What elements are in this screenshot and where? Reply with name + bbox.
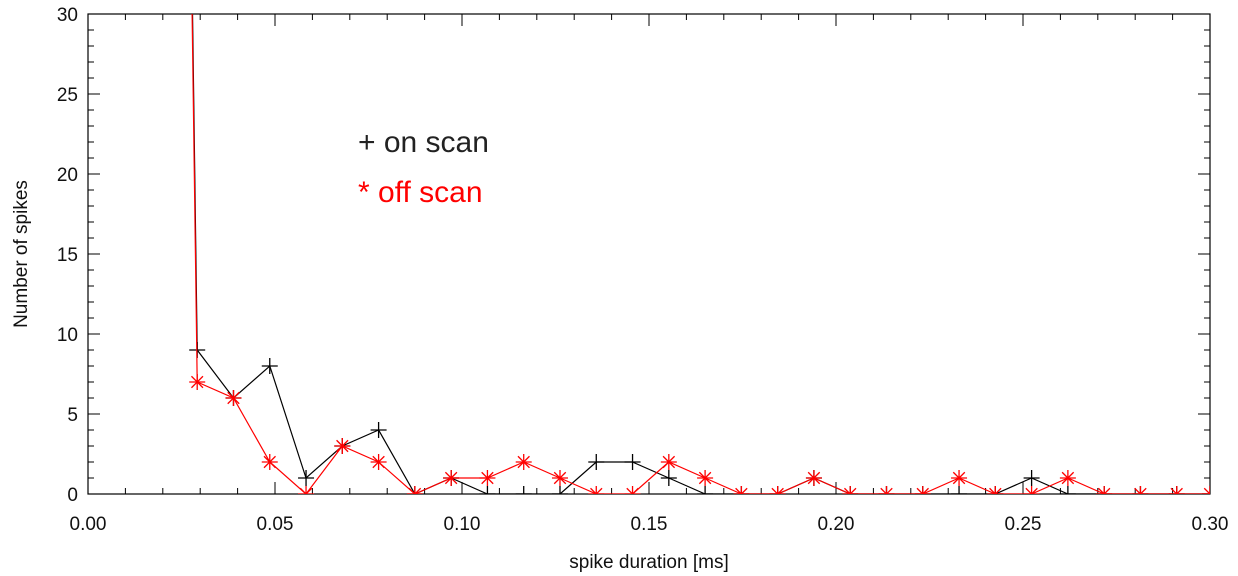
data-point-off-scan	[769, 486, 786, 494]
data-point-off-scan	[261, 454, 278, 470]
data-point-on-scan	[624, 454, 641, 470]
data-point-off-scan	[1132, 486, 1149, 494]
series-line-off-scan	[191, 14, 1210, 494]
data-point-on-scan	[1059, 486, 1076, 494]
data-point-on-scan	[551, 486, 568, 494]
data-point-off-scan	[1096, 486, 1113, 494]
data-point-off-scan	[479, 470, 496, 486]
data-point-on-scan	[588, 454, 605, 470]
data-point-off-scan	[624, 486, 641, 494]
x-tick-label: 0.15	[631, 514, 668, 535]
data-point-off-scan	[697, 470, 714, 486]
y-tick-label: 15	[57, 245, 78, 266]
y-tick-label: 5	[67, 405, 78, 426]
x-tick-label: 0.05	[257, 514, 294, 535]
data-point-off-scan	[225, 390, 242, 406]
data-point-off-scan	[189, 374, 206, 390]
legend: + on scan * off scan	[358, 126, 489, 209]
x-tick-label: 0.20	[818, 514, 855, 535]
data-point-off-scan	[1023, 486, 1040, 494]
data-point-off-scan	[914, 486, 931, 494]
data-point-off-scan	[406, 486, 423, 494]
data-point-off-scan	[370, 454, 387, 470]
data-point-off-scan	[733, 486, 750, 494]
legend-entry-off-scan: * off scan	[358, 176, 483, 209]
data-point-off-scan	[660, 454, 677, 470]
axes: 0.00 0.05 0.10 0.15 0.20 0.25 0.30 0 5 10 15 20 25 30	[57, 5, 1229, 535]
data-point-on-scan	[660, 470, 677, 486]
data-point-off-scan	[551, 470, 568, 486]
data-point-off-scan	[987, 486, 1004, 494]
y-tick-label: 20	[57, 165, 78, 186]
x-axis-title: spike duration [ms]	[569, 552, 728, 573]
data-point-on-scan	[697, 486, 714, 494]
y-tick-label: 30	[57, 5, 78, 26]
data-point-on-scan	[261, 358, 278, 374]
data-point-off-scan	[515, 454, 532, 470]
legend-entry-on-scan: + on scan	[358, 126, 489, 159]
data-point-off-scan	[1168, 486, 1185, 494]
series-layer	[189, 14, 1210, 494]
data-point-off-scan	[842, 486, 859, 494]
y-tick-label: 10	[57, 325, 78, 346]
data-point-off-scan	[951, 470, 968, 486]
x-tick-label: 0.30	[1192, 514, 1229, 535]
data-point-off-scan	[1202, 486, 1210, 494]
data-point-on-scan	[479, 486, 496, 494]
y-axis-title: Number of spikes	[11, 180, 32, 328]
y-tick-label: 0	[67, 485, 78, 506]
data-point-off-scan	[334, 438, 351, 454]
x-tick-label: 0.25	[1005, 514, 1042, 535]
data-point-on-scan	[515, 486, 532, 494]
data-point-on-scan	[1023, 470, 1040, 486]
series-line-on-scan	[191, 14, 1210, 494]
data-point-on-scan	[370, 422, 387, 438]
data-point-off-scan	[298, 486, 315, 494]
data-point-on-scan	[951, 486, 968, 494]
data-point-on-scan	[298, 470, 315, 486]
x-tick-label: 0.10	[444, 514, 481, 535]
plot-frame	[87, 13, 1211, 495]
x-tick-label: 0.00	[70, 514, 107, 535]
y-tick-label: 25	[57, 85, 78, 106]
data-point-off-scan	[443, 470, 460, 486]
data-point-off-scan	[805, 470, 822, 486]
data-point-off-scan	[878, 486, 895, 494]
data-point-off-scan	[1059, 470, 1076, 486]
data-point-off-scan	[588, 486, 605, 494]
